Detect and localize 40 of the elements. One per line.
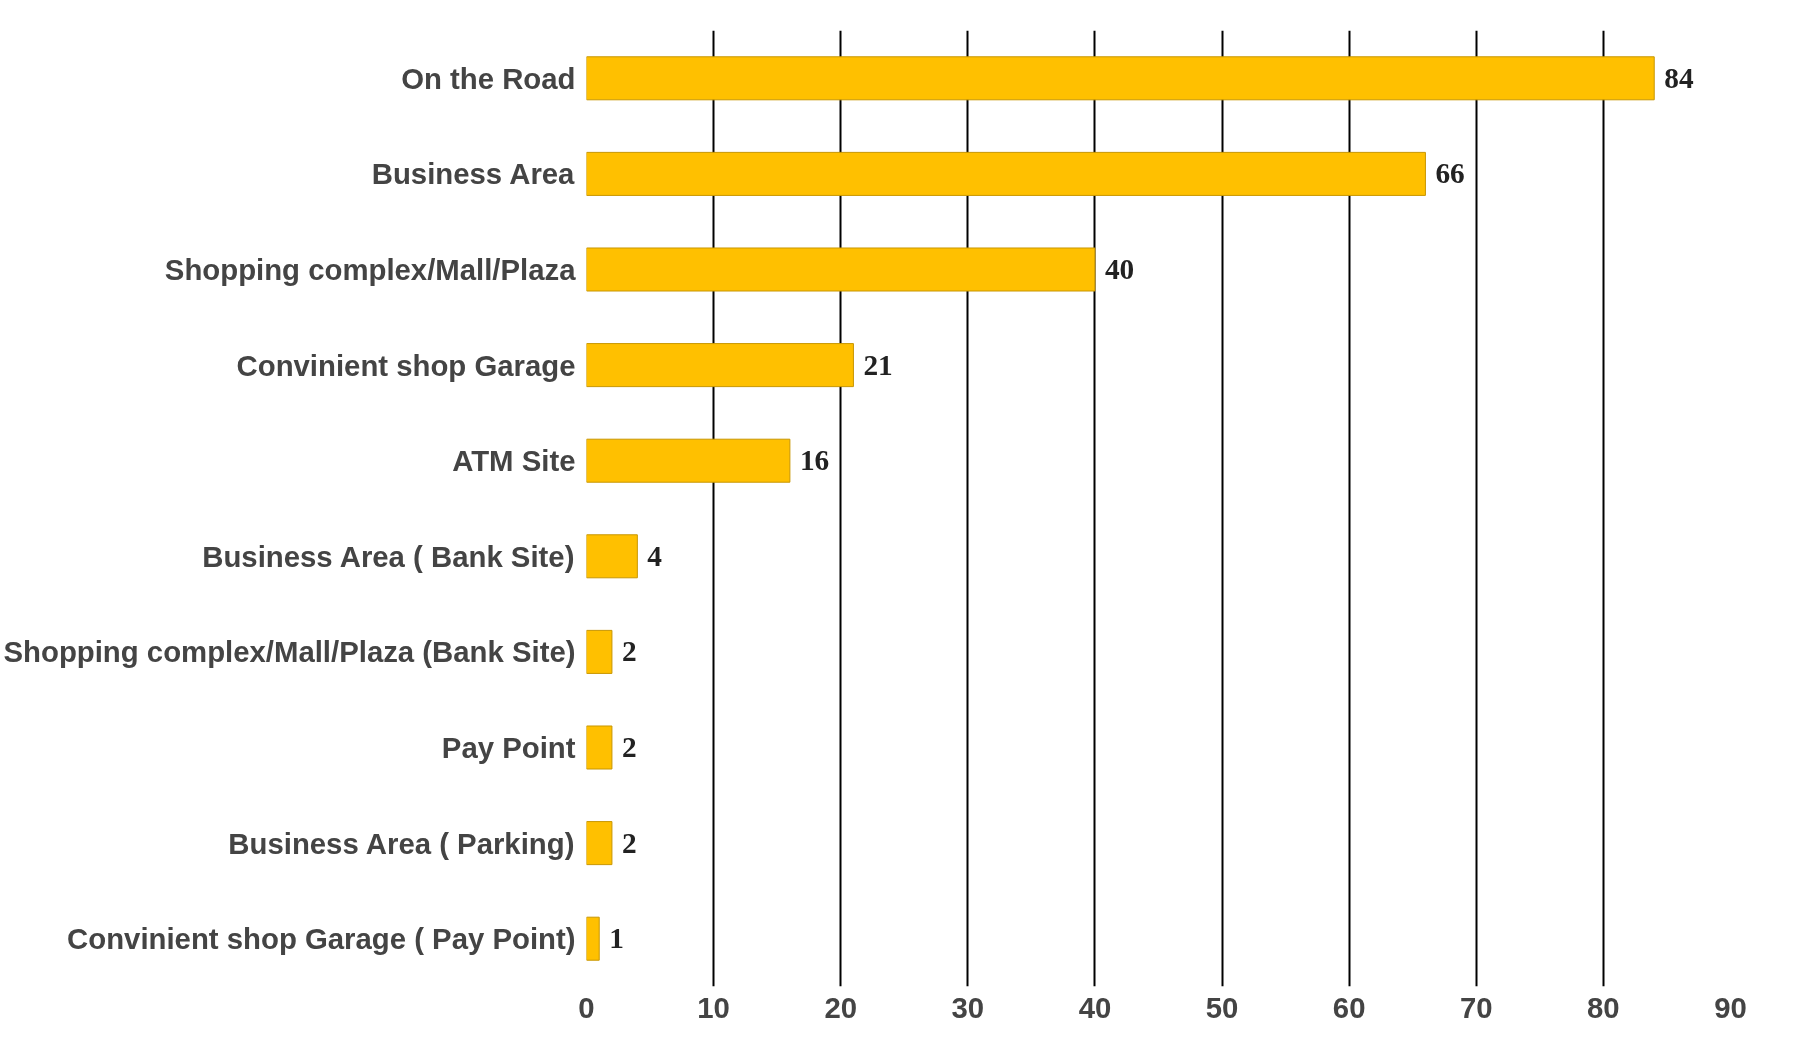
bar [586,916,600,961]
bar [586,151,1426,196]
x-tick-label: 20 [824,990,858,1024]
bar [586,343,854,388]
data-label: 2 [621,826,637,859]
data-label: 66 [1435,157,1465,190]
bar [586,821,613,866]
x-tick-label: 70 [1459,990,1493,1024]
x-tick-label: 10 [697,990,730,1024]
x-tick-label: 40 [1078,990,1112,1024]
y-tick-label: Business Area [371,157,576,191]
bar [586,725,613,770]
y-tick-label: Business Area ( Bank Site) [202,539,575,573]
y-tick-label: On the Road [401,61,576,95]
x-tick-label: 80 [1587,990,1620,1024]
bar [586,438,791,483]
x-tick-label: 90 [1714,990,1747,1024]
bar [586,56,1655,101]
x-tick-label: 0 [578,990,595,1024]
y-tick-label: Convinient shop Garage [236,348,576,382]
y-tick-label: Shopping complex/Mall/Plaza (Bank Site) [3,635,576,669]
data-label: 84 [1664,61,1694,94]
bar [586,534,638,579]
data-label: 16 [799,444,830,477]
y-tick-label: ATM Site [452,444,576,478]
data-label: 40 [1104,253,1135,285]
data-label: 1 [609,922,624,955]
bar [586,247,1096,292]
data-label: 4 [647,539,663,572]
y-tick-label: Business Area ( Parking) [228,826,575,860]
y-tick-label: Shopping complex/Mall/Plaza [164,253,577,286]
x-tick-label: 50 [1205,990,1239,1024]
bar [586,629,613,674]
x-tick-label: 30 [951,990,985,1024]
data-label: 2 [621,635,637,668]
y-tick-label: Convinient shop Garage ( Pay Point) [67,922,576,956]
y-tick-label: Pay Point [441,731,576,764]
data-label: 2 [621,731,637,763]
x-tick-label: 60 [1332,990,1366,1024]
data-label: 21 [863,348,893,381]
